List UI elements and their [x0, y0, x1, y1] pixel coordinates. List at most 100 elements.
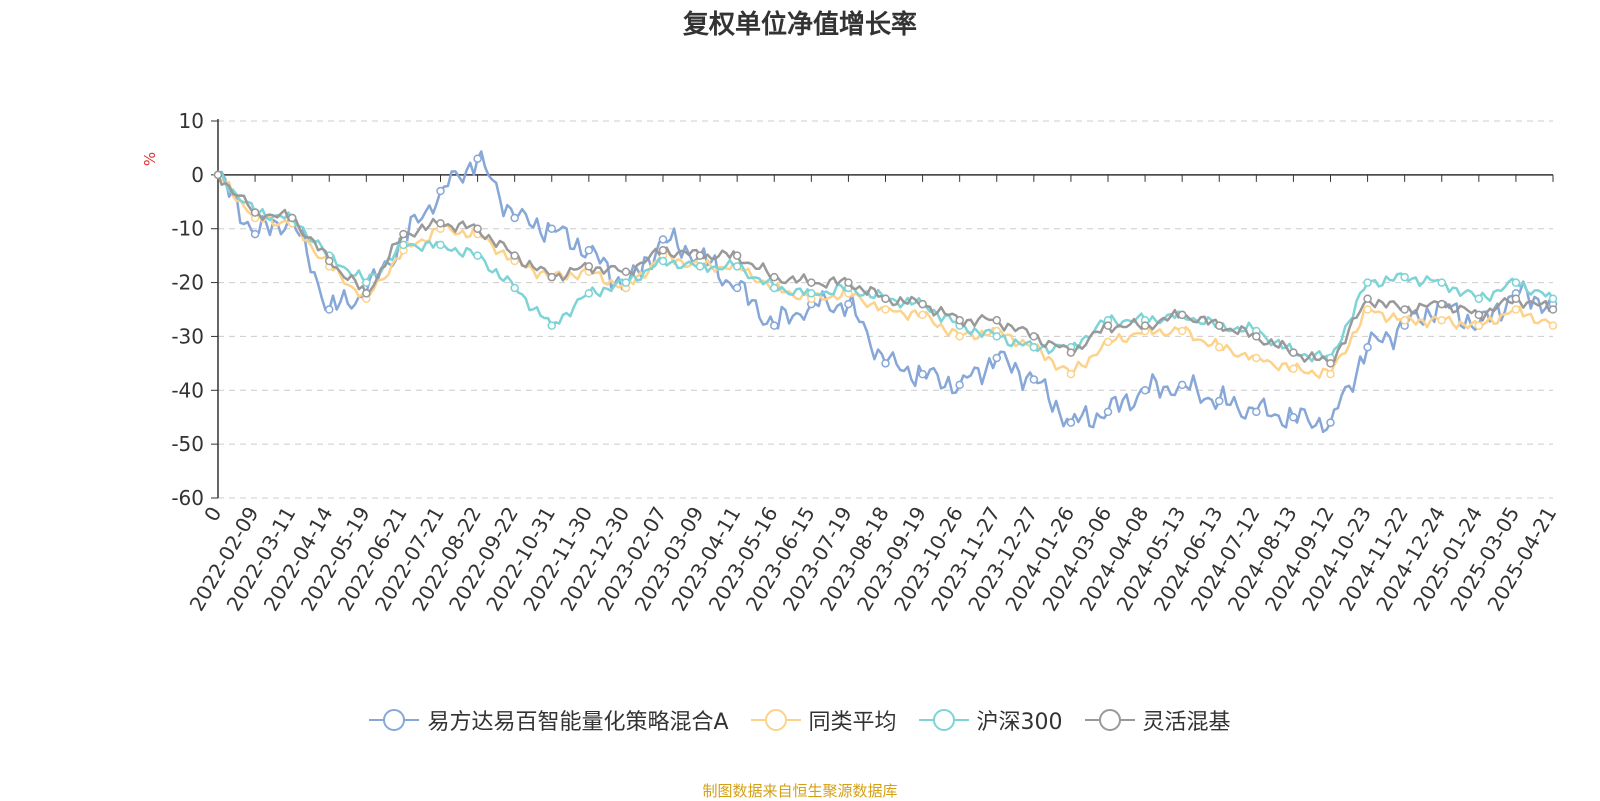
legend-marker-icon — [1084, 709, 1135, 731]
data-point — [1103, 407, 1113, 417]
data-point — [584, 289, 594, 298]
y-tick-label: 0 — [191, 163, 204, 187]
data-point — [1474, 321, 1484, 330]
data-point — [1029, 332, 1039, 341]
data-point — [325, 256, 334, 266]
data-point — [770, 272, 779, 282]
data-point — [918, 310, 927, 320]
data-point — [1252, 353, 1261, 363]
data-point — [844, 299, 853, 309]
chart-title: 复权单位净值增长率 — [682, 10, 917, 40]
data-point — [1548, 305, 1558, 314]
data-point — [807, 289, 816, 298]
legend-item[interactable]: 灵活混基 — [1084, 704, 1231, 736]
data-point — [399, 240, 408, 250]
data-point — [1474, 310, 1484, 320]
data-point — [770, 321, 779, 330]
data-point — [510, 283, 519, 293]
data-point — [658, 246, 668, 255]
legend-marker-icon — [918, 709, 969, 731]
data-point — [1140, 386, 1150, 395]
legend-marker-icon — [369, 709, 420, 731]
data-point — [1066, 418, 1076, 427]
data-point — [1066, 348, 1076, 357]
data-point — [732, 262, 742, 271]
legend-label: 易方达易百智能量化策略混合A — [427, 710, 729, 735]
data-point — [658, 256, 668, 266]
data-point — [695, 251, 705, 260]
data-point — [1177, 380, 1187, 390]
data-point — [1511, 305, 1521, 314]
data-point — [584, 246, 594, 255]
y-tick-label: -40 — [171, 378, 204, 402]
data-source-note: 制图数据来自恒生聚源数据库 — [702, 782, 898, 800]
data-point — [1029, 375, 1039, 384]
data-point — [1363, 294, 1372, 303]
data-point — [1548, 321, 1558, 330]
legend-item[interactable]: 沪深300 — [918, 704, 1063, 736]
data-point — [1177, 310, 1187, 320]
data-point — [547, 272, 556, 282]
y-tick-label: -10 — [171, 217, 204, 241]
series-line — [216, 174, 1554, 379]
data-point — [1029, 342, 1039, 352]
data-point — [213, 170, 223, 180]
data-point — [1289, 364, 1298, 373]
data-point — [992, 316, 1001, 325]
data-point — [621, 267, 631, 277]
data-point — [1326, 359, 1335, 368]
data-point — [1437, 299, 1446, 309]
data-point — [1215, 342, 1224, 352]
data-point — [695, 262, 705, 271]
legend-label: 沪深300 — [976, 710, 1063, 735]
data-point — [1103, 337, 1113, 347]
data-point — [1437, 316, 1446, 325]
data-point — [918, 299, 927, 309]
data-point — [992, 353, 1001, 363]
data-point — [1289, 348, 1298, 357]
data-point — [399, 229, 408, 239]
y-tick-label: -50 — [171, 432, 204, 456]
data-point — [325, 305, 334, 314]
axes — [211, 119, 1554, 499]
data-point — [510, 251, 519, 260]
y-tick-label: -30 — [171, 324, 204, 348]
data-point — [992, 332, 1001, 341]
data-point — [881, 294, 890, 303]
data-point — [473, 251, 482, 260]
data-point — [362, 289, 371, 298]
data-point — [1363, 342, 1372, 352]
legend-item[interactable]: 同类平均 — [750, 704, 897, 736]
data-point — [732, 283, 742, 293]
data-point — [1511, 278, 1521, 287]
data-point — [1400, 316, 1409, 325]
data-point — [1326, 369, 1335, 379]
data-point — [1215, 321, 1224, 330]
data-point — [844, 278, 853, 287]
data-point — [1474, 294, 1484, 303]
data-point — [1511, 294, 1521, 303]
data-point — [1103, 321, 1113, 330]
legend-item[interactable]: 易方达易百智能量化策略混合A — [369, 704, 729, 736]
data-point — [250, 229, 260, 239]
data-point — [1252, 407, 1261, 417]
data-point — [584, 262, 594, 271]
data-point — [1326, 418, 1335, 427]
y-tick-label: -60 — [171, 486, 204, 510]
series-group — [213, 150, 1558, 434]
data-point — [881, 305, 890, 314]
data-point — [1363, 305, 1372, 314]
data-point — [1177, 326, 1187, 336]
y-tick-label: -20 — [171, 271, 204, 295]
data-point — [1363, 278, 1372, 287]
data-point — [1548, 294, 1558, 303]
legend-label: 灵活混基 — [1142, 710, 1231, 735]
y-tick-label: 10 — [179, 109, 204, 133]
data-point — [436, 219, 445, 228]
data-point — [473, 154, 482, 163]
data-point — [287, 213, 297, 223]
data-point — [547, 321, 556, 330]
data-point — [955, 380, 964, 390]
legend: 易方达易百智能量化策略混合A 同类平均 沪深300 灵活混基 — [0, 704, 1600, 736]
data-point — [1289, 412, 1298, 422]
